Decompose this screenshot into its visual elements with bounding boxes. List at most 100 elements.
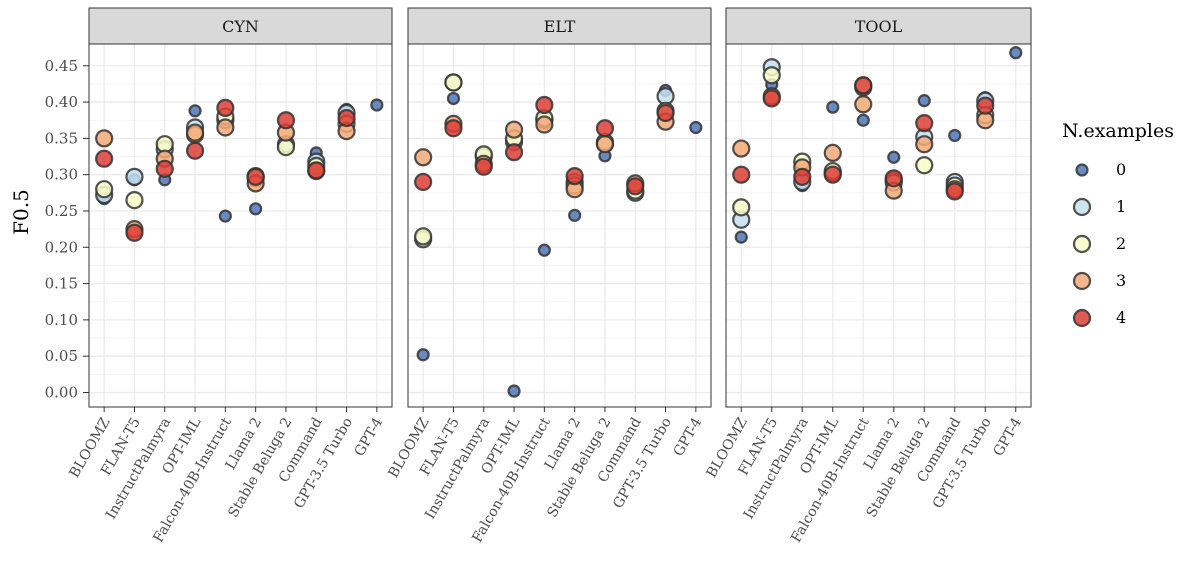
y-tick-label: 0.15 [45, 275, 78, 293]
facet-strip-label: TOOL [855, 17, 903, 36]
data-point [249, 202, 263, 216]
data-point [216, 118, 235, 137]
data-point [793, 167, 812, 186]
data-point [218, 209, 232, 223]
data-point [565, 167, 584, 186]
data-point [823, 165, 842, 184]
legend-key [1072, 234, 1092, 254]
data-point [945, 182, 964, 201]
data-point [656, 103, 675, 123]
data-point [917, 94, 931, 108]
panel-tool: TOOLBLOOMZFLAN-T5InstructPalmyraOPT-IMLF… [704, 7, 1032, 545]
data-point [976, 96, 995, 115]
data-point [474, 157, 493, 176]
data-point [504, 143, 524, 162]
y-tick-label: 0.40 [45, 93, 78, 111]
panel-border [407, 43, 712, 408]
y-tick-label: 0.05 [45, 347, 78, 365]
y-axis-title: F0.5 [9, 189, 33, 235]
data-point [915, 114, 934, 133]
legend-key [1072, 271, 1092, 291]
data-point [689, 120, 703, 135]
data-point [537, 243, 551, 257]
facet-strip [407, 7, 712, 45]
y-tick-label: 0.20 [45, 238, 78, 256]
data-point [414, 172, 433, 192]
data-point [887, 150, 901, 164]
data-point [854, 95, 873, 114]
data-point [762, 66, 781, 85]
data-point [337, 108, 356, 128]
legend-key [1075, 163, 1089, 177]
data-point [595, 135, 615, 154]
data-point [95, 129, 114, 148]
data-point [155, 159, 174, 178]
data-point [370, 98, 384, 112]
y-tick-label: 0.30 [45, 166, 78, 184]
data-point [568, 208, 582, 222]
data-point [595, 119, 615, 138]
data-point [444, 73, 463, 92]
data-point [856, 113, 870, 127]
data-point [185, 123, 205, 142]
data-point [762, 89, 781, 108]
legend-label: 3 [1116, 271, 1126, 290]
panel-border [88, 43, 393, 408]
legend-label: 1 [1116, 197, 1126, 216]
data-point [188, 104, 202, 118]
legend-title: N.examples [1062, 120, 1174, 142]
legend-label: 4 [1116, 308, 1126, 327]
legend: N.examples 0 1 2 3 4 [1062, 120, 1174, 328]
data-point [446, 91, 461, 106]
data-point [185, 141, 205, 160]
facet-strip-label: CYN [222, 17, 259, 36]
facet-strip [88, 7, 393, 45]
data-point [1009, 46, 1023, 60]
y-tick-label: 0.35 [45, 129, 78, 147]
data-point [535, 115, 554, 134]
data-point [732, 139, 751, 158]
data-point [504, 120, 524, 139]
panel-elt: ELTBLOOMZFLAN-T5InstructPalmyraOPT-IMLFa… [385, 7, 712, 545]
data-point [414, 227, 433, 246]
data-point [444, 119, 463, 138]
data-point [246, 167, 265, 186]
data-point [507, 384, 521, 398]
data-point [823, 143, 842, 162]
y-tick-label: 0.10 [45, 311, 78, 329]
data-point [732, 198, 751, 217]
data-point [884, 169, 903, 188]
x-tick-label: GPT-4 [990, 415, 1025, 459]
facet-strip [725, 7, 1032, 45]
data-point [626, 177, 645, 196]
panel-cyn: CYNBLOOMZFLAN-T5InstructPalmyraOPT-IMLFa… [66, 7, 393, 545]
data-point [125, 223, 144, 242]
data-point [95, 149, 114, 168]
data-point [734, 230, 748, 244]
data-point [95, 180, 114, 199]
legend-label: 2 [1116, 234, 1126, 253]
data-point [125, 167, 144, 186]
y-tick-label: 0.00 [45, 383, 78, 401]
data-point [216, 98, 235, 117]
x-tick-label: GPT-4 [352, 415, 387, 459]
data-point [915, 156, 934, 175]
facet-strip-label: ELT [544, 17, 576, 36]
data-point [854, 76, 873, 95]
data-point [276, 111, 296, 130]
x-tick-label: GPT-4 [671, 415, 706, 459]
data-point [826, 100, 840, 114]
data-point [915, 135, 934, 154]
data-point [307, 161, 326, 180]
data-point [414, 148, 433, 167]
legend-key [1072, 308, 1092, 328]
panel-border [725, 43, 1032, 408]
data-point [948, 128, 962, 143]
y-tick-label: 0.25 [45, 202, 78, 220]
legend-key [1072, 197, 1092, 217]
data-point [416, 348, 430, 362]
y-tick-label: 0.45 [45, 57, 78, 75]
data-point [125, 190, 144, 210]
